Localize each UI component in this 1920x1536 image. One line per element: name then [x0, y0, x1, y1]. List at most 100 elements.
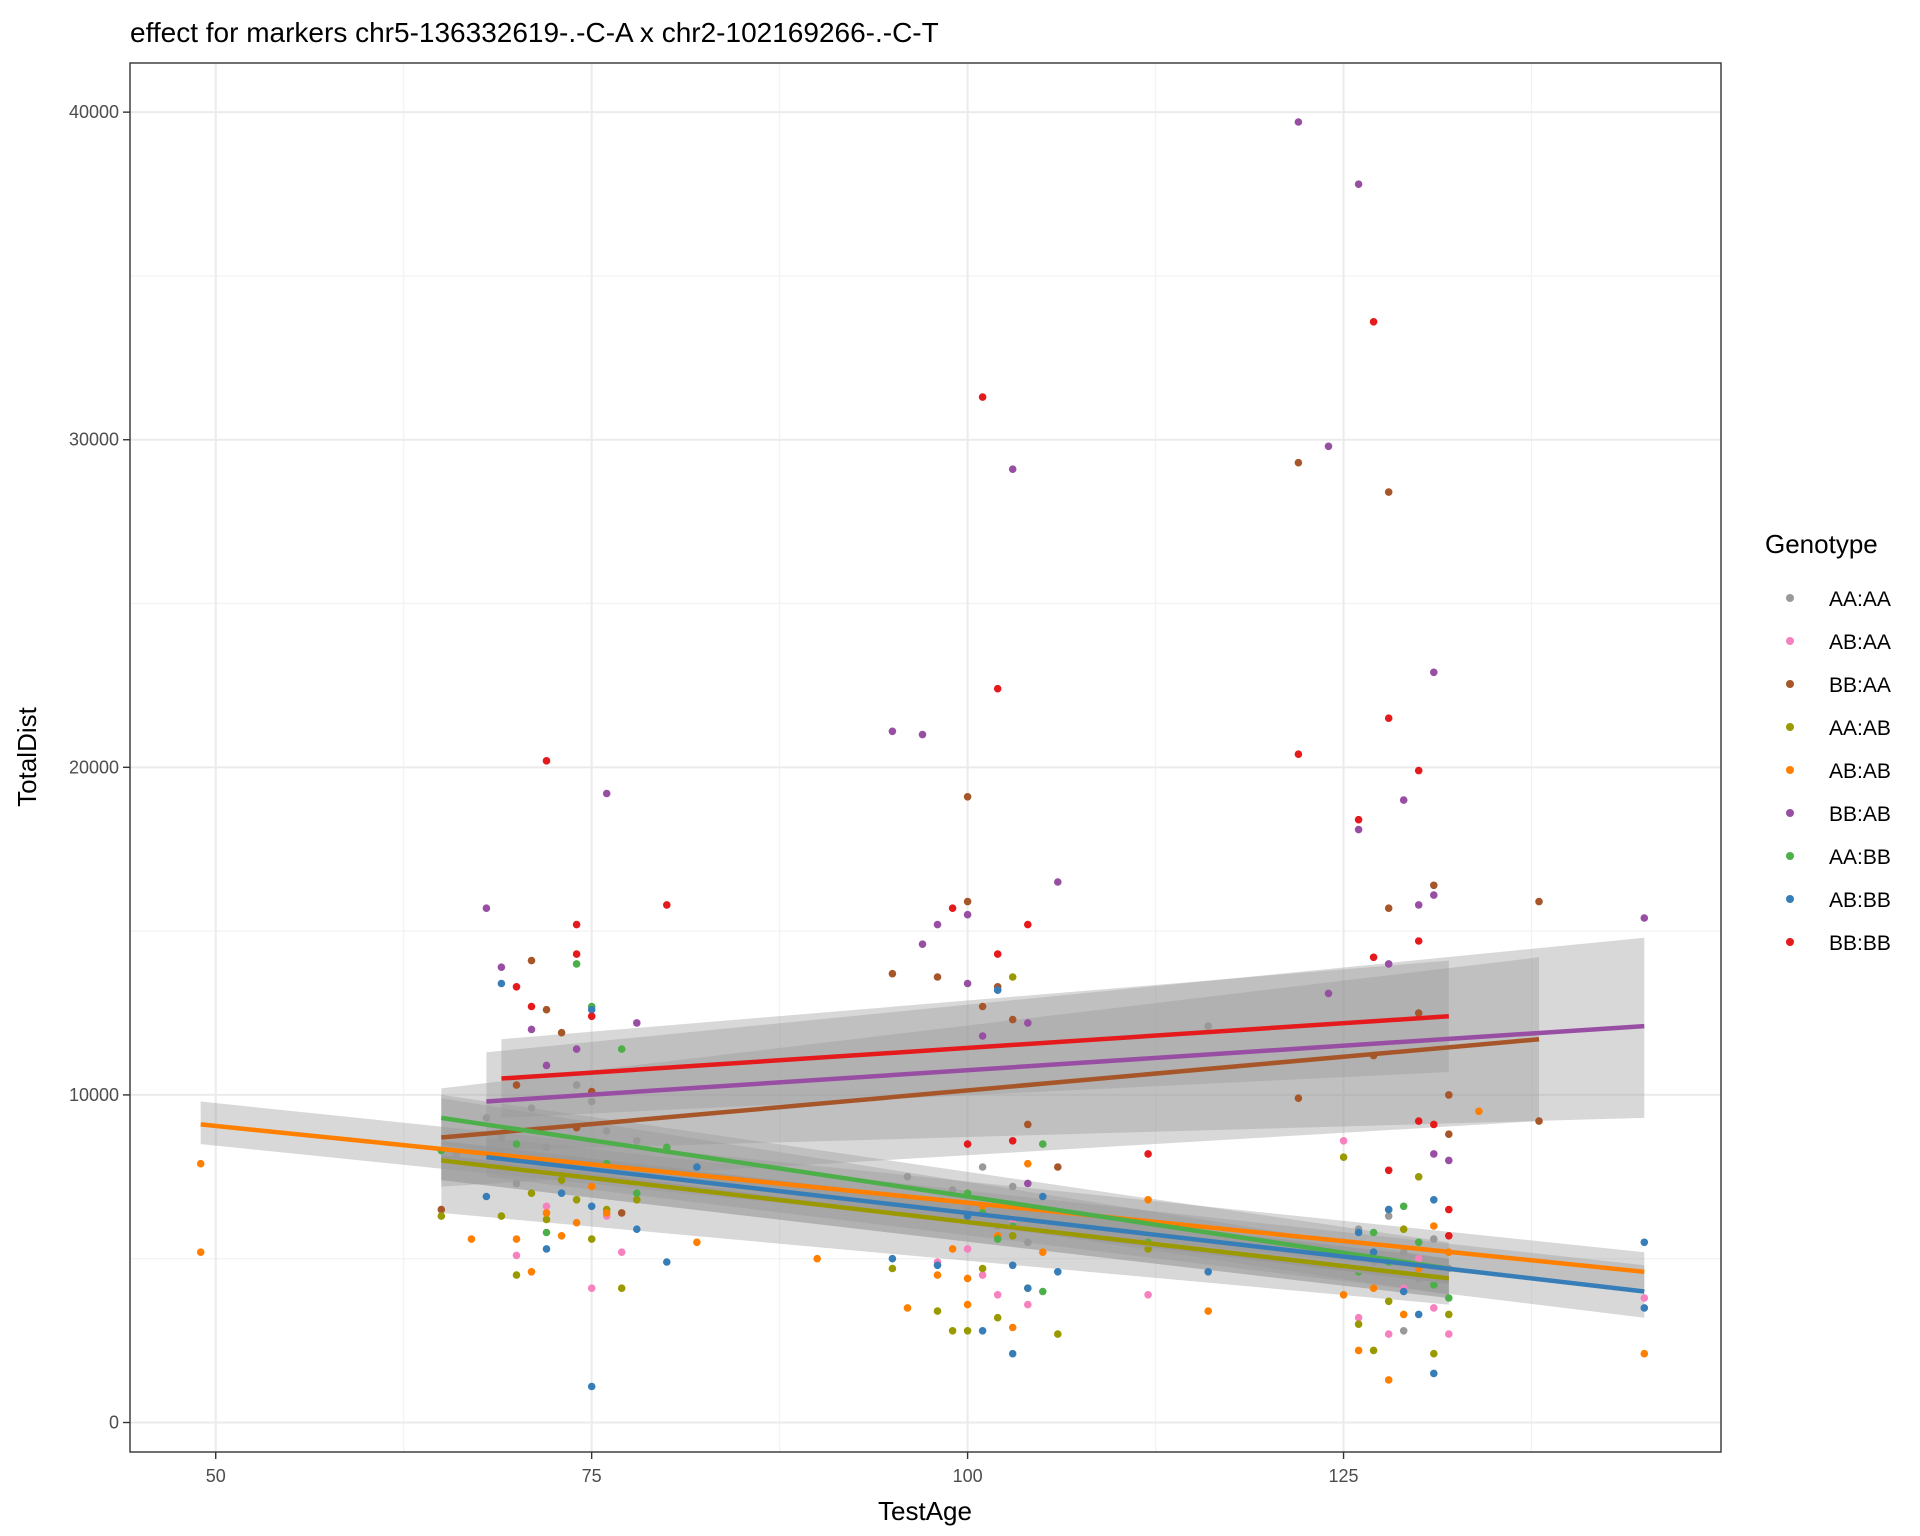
legend-key: [1786, 680, 1794, 688]
data-point: [1054, 1268, 1062, 1276]
data-point: [527, 1189, 536, 1197]
data-point: [1640, 1304, 1649, 1312]
data-point: [1039, 1287, 1047, 1296]
data-point: [587, 1202, 596, 1211]
data-point: [1445, 1156, 1453, 1165]
data-point: [1354, 825, 1363, 834]
data-point: [1414, 1117, 1423, 1125]
data-point: [512, 1140, 521, 1148]
data-point: [1054, 1330, 1062, 1338]
data-point: [1369, 318, 1378, 326]
data-point: [572, 920, 581, 929]
data-point: [1204, 1307, 1212, 1315]
data-point: [1039, 1248, 1047, 1256]
y-tick-label: 10000: [69, 1085, 119, 1105]
data-point: [1399, 1287, 1408, 1296]
data-point: [1384, 714, 1393, 722]
data-point: [542, 1209, 551, 1217]
data-point: [542, 1061, 551, 1070]
data-point: [993, 684, 1002, 693]
data-point: [933, 973, 942, 981]
confidence-band: [486, 937, 1645, 1151]
data-point: [1144, 1196, 1152, 1204]
data-point: [978, 393, 987, 401]
data-point: [1430, 1150, 1438, 1158]
data-point: [572, 1081, 581, 1089]
data-point: [572, 1218, 581, 1227]
data-point: [542, 1202, 551, 1211]
data-point: [1399, 1248, 1408, 1256]
data-point: [1144, 1245, 1152, 1253]
data-point: [497, 979, 506, 988]
data-point: [963, 1300, 972, 1309]
data-point: [1024, 1019, 1032, 1027]
data-point: [512, 1251, 521, 1260]
legend-key: [1786, 852, 1794, 860]
data-point: [888, 1264, 897, 1273]
data-point: [978, 1002, 987, 1011]
fit-line: [441, 1036, 1540, 1140]
data-point: [587, 1005, 596, 1014]
data-point: [572, 960, 581, 968]
legend-label: AB:AB: [1829, 760, 1891, 783]
data-point: [903, 1173, 912, 1181]
legend-key: [1786, 938, 1794, 946]
data-point: [527, 1025, 536, 1034]
data-point: [1024, 1159, 1032, 1168]
data-point: [1445, 1130, 1453, 1138]
data-point: [1024, 1120, 1032, 1129]
data-point: [1204, 1022, 1212, 1030]
data-point: [196, 1248, 205, 1256]
data-point: [1430, 1369, 1438, 1378]
x-axis: 50 75 100 125: [206, 1452, 1359, 1486]
fit-line: [200, 1122, 1645, 1275]
data-point: [1384, 960, 1393, 968]
y-tick-label: 20000: [69, 757, 119, 777]
data-point: [497, 1212, 506, 1220]
data-point: [617, 1045, 626, 1053]
data-point: [1008, 1015, 1017, 1024]
data-point: [527, 956, 536, 965]
data-point: [1430, 881, 1438, 890]
data-point: [1144, 1291, 1152, 1299]
data-point: [482, 1114, 491, 1122]
data-point: [437, 1212, 446, 1220]
data-point: [963, 1140, 972, 1148]
chart-title: effect for markers chr5-136332619-.-C-A …: [130, 17, 939, 48]
data-point: [1640, 914, 1649, 922]
data-point: [1414, 1254, 1423, 1263]
data-point: [1294, 1094, 1303, 1102]
fit-line: [441, 1158, 1450, 1281]
data-point: [602, 789, 611, 798]
data-point: [467, 1235, 476, 1243]
x-tick-label: 50: [206, 1466, 226, 1486]
data-point: [572, 1196, 581, 1204]
data-point: [948, 1327, 957, 1335]
data-point: [963, 1327, 972, 1335]
data-point: [1430, 1196, 1438, 1204]
fit-line: [440, 1115, 1450, 1271]
data-point: [557, 1028, 566, 1037]
data-point: [1008, 1261, 1017, 1270]
data-point: [1008, 1232, 1017, 1240]
data-point: [1339, 1291, 1348, 1299]
data-point: [1399, 796, 1408, 804]
data-point: [1039, 1140, 1047, 1148]
data-point: [813, 1254, 821, 1263]
data-point: [482, 904, 491, 912]
data-point: [1024, 1238, 1032, 1247]
data-point: [1354, 180, 1363, 188]
plot-panel: [130, 63, 1721, 1452]
legend-label: BB:AA: [1829, 674, 1891, 697]
y-tick-label: 40000: [69, 102, 119, 122]
y-tick-label: 30000: [69, 430, 119, 450]
legend-label: BB:AB: [1829, 803, 1891, 826]
data-point: [512, 1179, 521, 1188]
data-point: [948, 904, 957, 912]
data-point: [1384, 1297, 1393, 1306]
data-point: [993, 1291, 1002, 1299]
data-point: [512, 1235, 521, 1243]
data-point: [1294, 118, 1303, 126]
data-point: [482, 1192, 491, 1201]
